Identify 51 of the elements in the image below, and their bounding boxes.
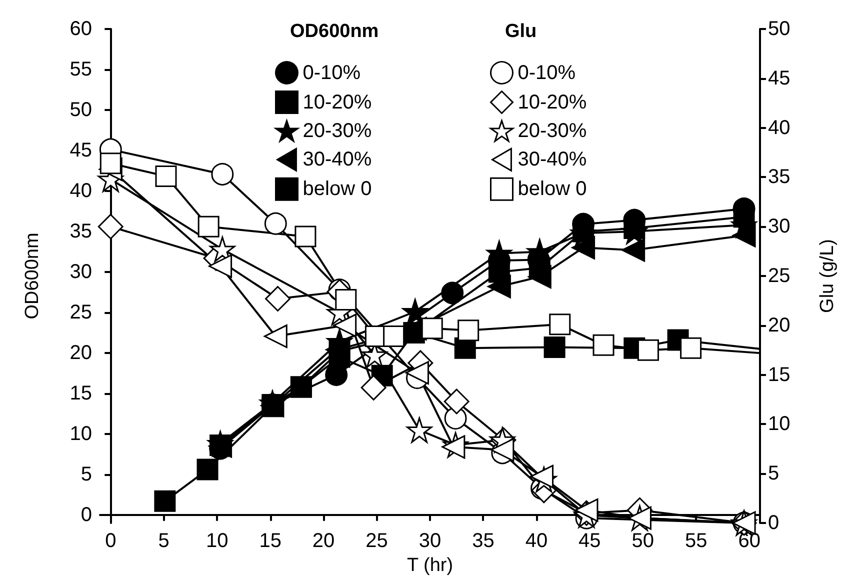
y-tick-label: 30 [70,260,92,283]
y2-tick-label: 30 [768,216,790,238]
y-tick-label: 45 [70,139,92,162]
x-tick-label: 0 [105,530,116,552]
y-tick-label: 55 [70,58,92,80]
x-tick-label: 30 [418,530,442,552]
x-tick-label: 55 [685,530,708,552]
y2-tick-label: 10 [768,413,790,436]
annotation: OD600nm [290,21,379,42]
legend-label: 0-10% [302,62,361,84]
y-tick-label: 0 [80,504,92,526]
legend-label: below 0 [518,178,587,200]
y-tick-label: 60 [70,18,92,40]
y2-tick-label: 15 [768,364,790,386]
y2-tick-label: 45 [768,67,790,90]
y-tick-label: 50 [70,98,92,121]
x-tick-label: 20 [312,530,335,552]
y2-tick-label: 35 [768,166,790,188]
y2-tick-label: 0 [768,512,780,534]
x-tick-label: 10 [206,530,228,552]
y2-tick-label: 50 [768,18,790,40]
y-tick-label: 10 [70,422,92,445]
y2-tick-label: 5 [768,462,780,485]
y-tick-label: 25 [70,301,92,324]
x-tick-label: 45 [578,530,601,552]
y-tick-label: 20 [70,342,92,364]
x-tick-label: 25 [366,530,388,552]
legend-label: 30-40% [518,148,587,171]
legend-label: 0-10% [518,62,576,84]
legend-label: 10-20% [518,91,587,114]
legend-label: below 0 [302,178,372,200]
y2-tick-label: 20 [768,314,790,336]
y-tick-label: 5 [80,463,92,486]
y2-axis-title: Glu (g/L) [817,239,838,313]
x-axis-title: T (hr) [406,554,454,576]
x-tick-label: 15 [259,530,282,552]
legend-label: 20-30% [518,120,587,142]
y-tick-label: 35 [70,220,92,242]
x-tick-label: 50 [632,530,654,552]
y-axis-title: OD600nm [22,232,43,320]
x-tick-label: 35 [472,530,494,552]
y2-tick-label: 40 [768,116,790,139]
y-tick-label: 15 [70,382,92,404]
y-tick-label: 40 [70,180,92,202]
legend-label: 10-20% [302,91,372,114]
legend-label: 30-40% [302,148,372,171]
y2-tick-label: 25 [768,265,790,287]
legend-label: 20-30% [302,120,372,142]
annotation: Glu [505,21,537,42]
x-tick-label: 40 [525,530,548,552]
x-tick-label: 5 [158,530,170,552]
